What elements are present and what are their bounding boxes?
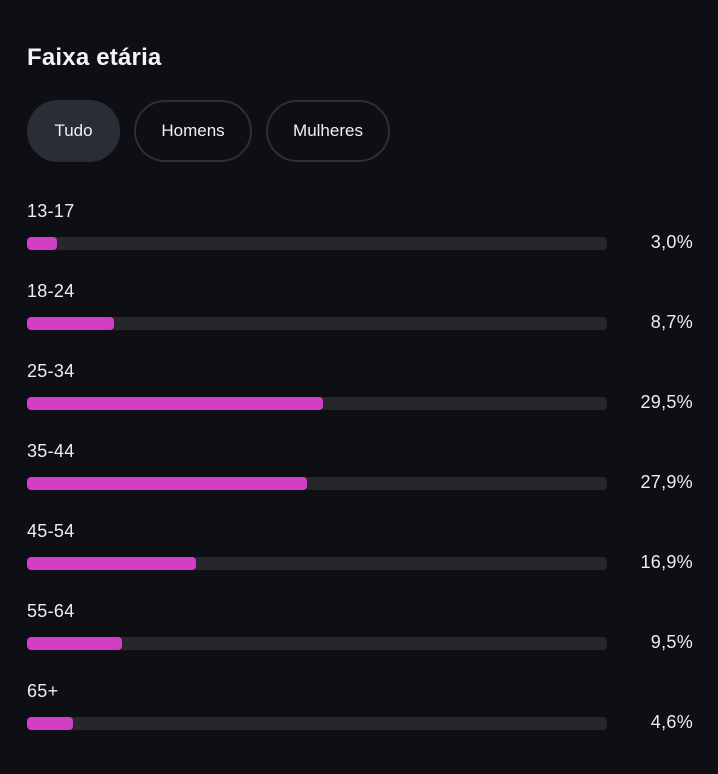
age-group-label: 18-24: [27, 281, 75, 301]
tab-women[interactable]: Mulheres: [266, 100, 390, 162]
age-group-percent: 9,5%: [650, 632, 693, 652]
progress-track: [27, 477, 607, 490]
age-group-percent: 3,0%: [650, 232, 693, 252]
progress-fill: [27, 557, 196, 570]
age-group-label: 35-44: [27, 441, 75, 461]
age-group-list: 13-17 3,0% 18-24 8,7% 25-34 29,5% 35-44: [27, 198, 693, 758]
age-group-row: 45-54 16,9%: [27, 518, 693, 598]
progress-track: [27, 397, 607, 410]
progress-track: [27, 237, 607, 250]
progress-track: [27, 317, 607, 330]
age-group-label: 65+: [27, 681, 59, 701]
age-group-row: 35-44 27,9%: [27, 438, 693, 518]
age-group-label: 45-54: [27, 521, 75, 541]
age-group-percent: 29,5%: [640, 392, 693, 412]
progress-track: [27, 637, 607, 650]
progress-fill: [27, 637, 122, 650]
progress-fill: [27, 397, 323, 410]
age-group-percent: 16,9%: [640, 552, 693, 572]
progress-fill: [27, 477, 307, 490]
age-group-percent: 27,9%: [640, 472, 693, 492]
tab-men[interactable]: Homens: [134, 100, 252, 162]
progress-track: [27, 717, 607, 730]
tab-all[interactable]: Tudo: [27, 100, 120, 162]
progress-fill: [27, 237, 57, 250]
age-group-label: 13-17: [27, 201, 75, 221]
age-group-row: 55-64 9,5%: [27, 598, 693, 678]
age-group-row: 13-17 3,0%: [27, 198, 693, 278]
age-group-row: 18-24 8,7%: [27, 278, 693, 358]
card-title: Faixa etária: [27, 44, 162, 71]
age-group-label: 25-34: [27, 361, 75, 381]
progress-track: [27, 557, 607, 570]
age-group-row: 25-34 29,5%: [27, 358, 693, 438]
age-group-percent: 8,7%: [650, 312, 693, 332]
filter-tabs: Tudo Homens Mulheres: [27, 100, 390, 162]
progress-fill: [27, 317, 114, 330]
age-group-row: 65+ 4,6%: [27, 678, 693, 758]
progress-fill: [27, 717, 73, 730]
age-group-label: 55-64: [27, 601, 75, 621]
age-group-percent: 4,6%: [650, 712, 693, 732]
